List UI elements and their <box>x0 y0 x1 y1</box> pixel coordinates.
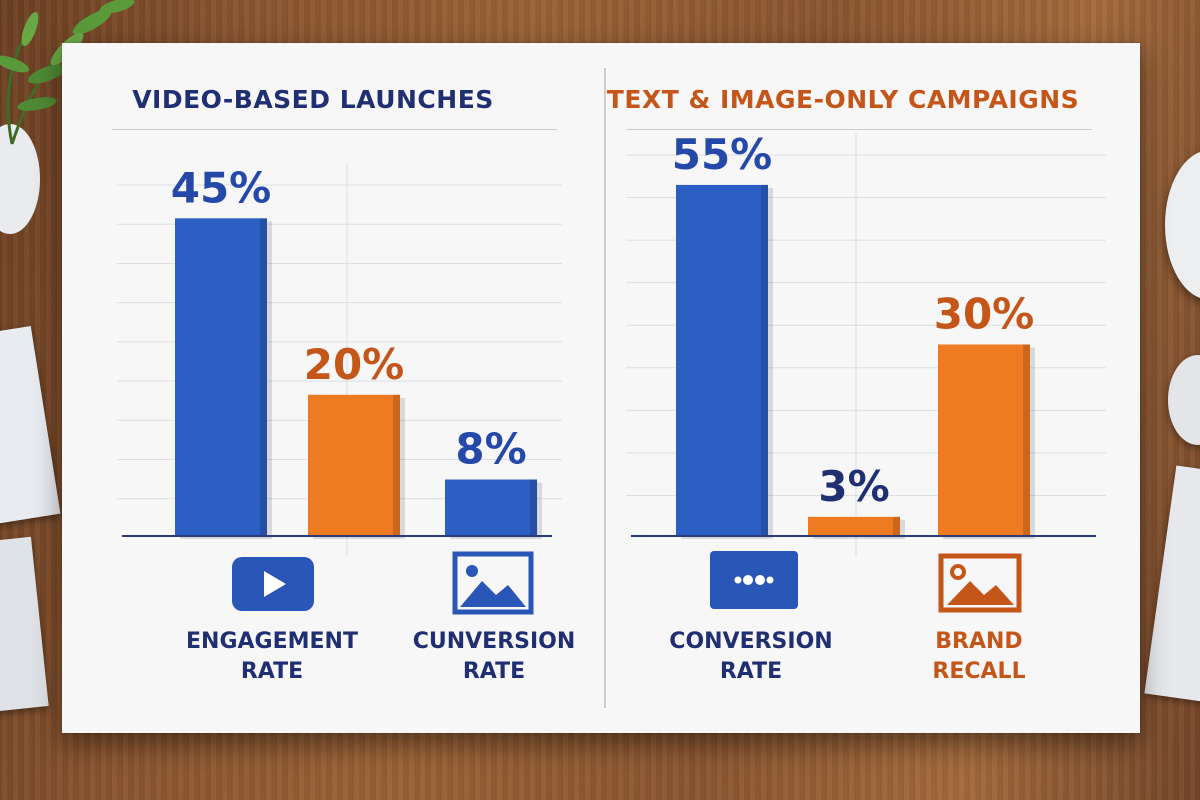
category-label-brand-recall: BRAND RECALL <box>894 627 1064 687</box>
title-rule <box>112 129 557 130</box>
play-video-icon <box>232 557 314 611</box>
category-label-line: RATE <box>462 659 526 684</box>
desk-paper-left-lower <box>0 536 49 714</box>
category-label-line: ENGAGEMENT <box>186 629 358 654</box>
desk-paper-right <box>1144 465 1200 705</box>
bar-edge <box>260 218 267 537</box>
panel-title-video: VIDEO-BASED LAUNCHES <box>132 85 494 114</box>
image-outline-icon <box>938 553 1022 613</box>
bar-value-label: 8% <box>455 425 526 474</box>
bar-value-label: 30% <box>934 290 1035 339</box>
bar-edge <box>530 479 537 536</box>
bar-value-label: 45% <box>171 163 272 212</box>
bar <box>175 218 267 537</box>
bar-value-label: 3% <box>818 462 889 511</box>
image-icon <box>452 551 534 615</box>
panel-title-text-image: TEXT & IMAGE-ONLY CAMPAIGNS <box>606 85 1080 114</box>
bar-value-label: 55% <box>672 130 773 179</box>
category-label-line: CONVERSION <box>669 629 833 654</box>
video-bar-chart: 45% 20% 8% <box>117 163 562 556</box>
bar <box>938 344 1030 536</box>
panel-divider <box>604 68 606 708</box>
category-label-conversion-right: CONVERSION RATE <box>646 627 856 687</box>
comparison-board: VIDEO-BASED LAUNCHES 45% 20% 8% ENGAGEMENT… <box>62 43 1140 733</box>
bar <box>676 184 768 536</box>
category-label-line: BRAND <box>935 629 1023 654</box>
category-label-line: CUNVERSION <box>412 629 576 654</box>
coffee-saucer-decoration <box>1165 150 1200 300</box>
text-image-bar-chart: 55% 3% 30% <box>626 130 1106 556</box>
bar-value-label: 20% <box>304 340 405 389</box>
bar-edge <box>393 394 400 536</box>
dots-video-icon <box>710 551 798 609</box>
video-based-panel: VIDEO-BASED LAUNCHES 45% 20% 8% ENGAGEMENT… <box>62 43 604 733</box>
category-label-line: RATE <box>240 659 304 684</box>
bar-edge <box>1023 344 1030 536</box>
category-label-conversion: CUNVERSION RATE <box>394 627 594 687</box>
plant-decoration <box>0 0 135 234</box>
desk-paper-left <box>0 326 61 524</box>
bar <box>808 516 900 536</box>
title-rule <box>626 129 1092 130</box>
category-label-engagement: ENGAGEMENT RATE <box>157 627 387 687</box>
spoon-decoration <box>1168 355 1200 445</box>
category-label-line: RATE <box>719 659 783 684</box>
text-image-panel: TEXT & IMAGE-ONLY CAMPAIGNS 55% 3% 30% CON… <box>606 43 1140 733</box>
bar <box>308 394 400 536</box>
category-label-line: RECALL <box>932 659 1026 684</box>
bar-edge <box>893 516 900 536</box>
bar-edge <box>761 184 768 536</box>
bar <box>445 479 537 536</box>
